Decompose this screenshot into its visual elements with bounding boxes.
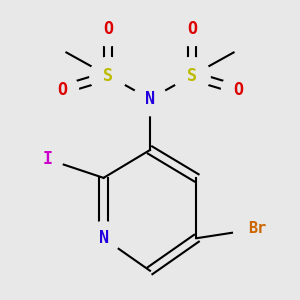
Text: S: S — [103, 67, 113, 85]
Circle shape — [133, 82, 167, 116]
Circle shape — [233, 206, 280, 252]
Text: S: S — [187, 67, 197, 85]
Text: O: O — [233, 81, 243, 99]
Circle shape — [92, 13, 125, 46]
Circle shape — [175, 13, 208, 46]
Text: I: I — [43, 150, 53, 168]
Circle shape — [221, 73, 255, 106]
Circle shape — [45, 73, 79, 106]
Circle shape — [87, 221, 120, 255]
Text: N: N — [99, 229, 109, 247]
Text: O: O — [103, 20, 113, 38]
Text: N: N — [145, 90, 155, 108]
Text: Br: Br — [248, 221, 266, 236]
Text: O: O — [57, 81, 67, 99]
Circle shape — [90, 57, 127, 94]
Circle shape — [33, 144, 63, 174]
Text: O: O — [187, 20, 197, 38]
Circle shape — [173, 57, 210, 94]
